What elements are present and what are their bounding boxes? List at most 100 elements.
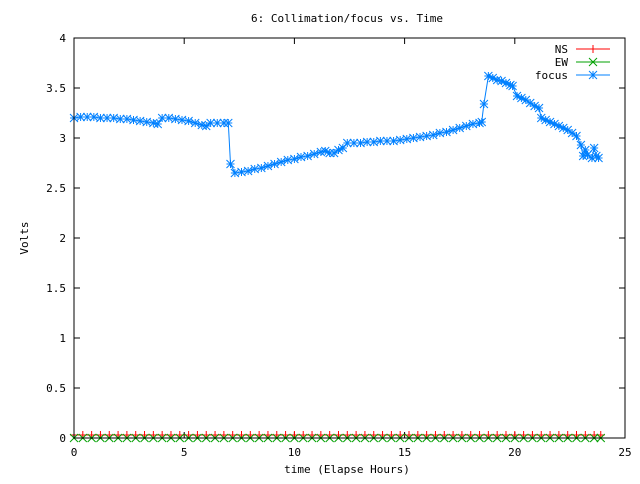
data-point-focus <box>572 131 581 141</box>
marker-stroke <box>395 135 405 145</box>
marker-stroke <box>369 137 379 147</box>
y-tick-label: 1.5 <box>46 282 66 295</box>
marker-stroke <box>583 150 592 160</box>
legend-marker-focus <box>588 70 598 80</box>
data-point-focus <box>479 99 489 109</box>
data-point-focus <box>488 73 498 83</box>
marker-stroke <box>594 153 603 163</box>
data-point-focus <box>206 118 216 128</box>
marker-stroke <box>422 131 431 141</box>
data-point-focus <box>190 118 200 128</box>
data-point-focus <box>461 121 471 131</box>
marker-stroke <box>541 115 551 125</box>
marker-stroke <box>223 118 233 128</box>
data-point-focus <box>483 71 493 81</box>
marker-stroke <box>508 81 517 91</box>
marker-stroke <box>497 76 506 86</box>
marker-stroke <box>558 123 568 133</box>
marker-stroke <box>303 151 312 161</box>
data-point-focus <box>226 159 235 169</box>
marker-stroke <box>197 120 207 130</box>
marker-stroke <box>325 148 335 158</box>
marker-stroke <box>572 131 581 141</box>
y-tick-label: 0.5 <box>46 382 66 395</box>
data-point-focus <box>243 166 253 176</box>
marker-stroke <box>320 146 330 156</box>
data-point-focus <box>455 123 465 133</box>
data-point-focus <box>219 118 229 128</box>
data-point-focus <box>534 103 544 113</box>
data-point-focus <box>508 81 517 91</box>
data-point-focus <box>256 163 266 173</box>
marker-stroke <box>356 138 365 148</box>
marker-stroke <box>517 93 526 103</box>
y-tick-label: 0 <box>59 432 66 445</box>
marker-stroke <box>512 91 522 101</box>
marker-stroke <box>567 128 577 138</box>
marker-stroke <box>256 163 266 173</box>
legend-label-focus: focus <box>535 69 568 82</box>
marker-stroke <box>589 143 599 153</box>
marker-stroke <box>334 145 343 155</box>
data-point-focus <box>270 159 279 169</box>
marker-stroke <box>184 116 193 126</box>
marker-stroke <box>468 119 478 129</box>
marker-stroke <box>455 123 465 133</box>
data-point-focus <box>530 101 539 111</box>
marker-stroke <box>501 78 511 88</box>
y-tick-label: 2 <box>59 232 66 245</box>
data-point-focus <box>448 125 458 135</box>
marker-stroke <box>190 118 200 128</box>
marker-stroke <box>296 152 306 162</box>
marker-stroke <box>290 154 299 164</box>
marker-stroke <box>219 118 229 128</box>
marker-stroke <box>477 117 487 127</box>
legend-label-ns: NS <box>555 43 568 56</box>
data-point-focus <box>362 137 372 147</box>
marker-stroke <box>153 119 163 129</box>
y-tick-label: 1 <box>59 332 66 345</box>
marker-stroke <box>362 137 372 147</box>
legend-marker-ns <box>589 45 597 53</box>
data-point-focus <box>428 130 438 140</box>
x-axis-label: time (Elapse Hours) <box>284 463 410 476</box>
marker-stroke <box>276 157 286 167</box>
data-point-focus <box>290 154 299 164</box>
y-tick-label: 3 <box>59 132 66 145</box>
y-axis-label: Volts <box>18 221 31 254</box>
legend-label-ew: EW <box>555 56 569 69</box>
x-tick-label: 20 <box>508 446 521 459</box>
marker-stroke <box>349 138 359 148</box>
marker-stroke <box>588 70 598 80</box>
data-point-focus <box>309 149 319 159</box>
marker-stroke <box>483 71 493 81</box>
data-point-focus <box>276 157 286 167</box>
marker-stroke <box>342 138 352 148</box>
marker-stroke <box>576 140 586 150</box>
marker-stroke <box>435 128 445 138</box>
data-point-focus <box>223 118 233 128</box>
x-tick-label: 10 <box>288 446 301 459</box>
plot-frame <box>73 37 626 439</box>
data-point-focus <box>334 145 343 155</box>
marker-stroke <box>263 161 273 171</box>
marker-stroke <box>580 145 590 155</box>
marker-stroke <box>206 118 216 128</box>
marker-stroke <box>588 57 598 67</box>
marker-stroke <box>102 113 112 123</box>
marker-stroke <box>536 113 546 123</box>
x-tick-label: 0 <box>71 446 78 459</box>
marker-stroke <box>545 117 555 127</box>
marker-stroke <box>250 164 260 174</box>
data-point-focus <box>442 127 451 137</box>
marker-stroke <box>157 113 167 123</box>
data-point-focus <box>263 161 273 171</box>
marker-stroke <box>382 136 392 146</box>
marker-stroke <box>96 113 105 123</box>
marker-stroke <box>376 136 385 146</box>
marker-stroke <box>243 166 253 176</box>
